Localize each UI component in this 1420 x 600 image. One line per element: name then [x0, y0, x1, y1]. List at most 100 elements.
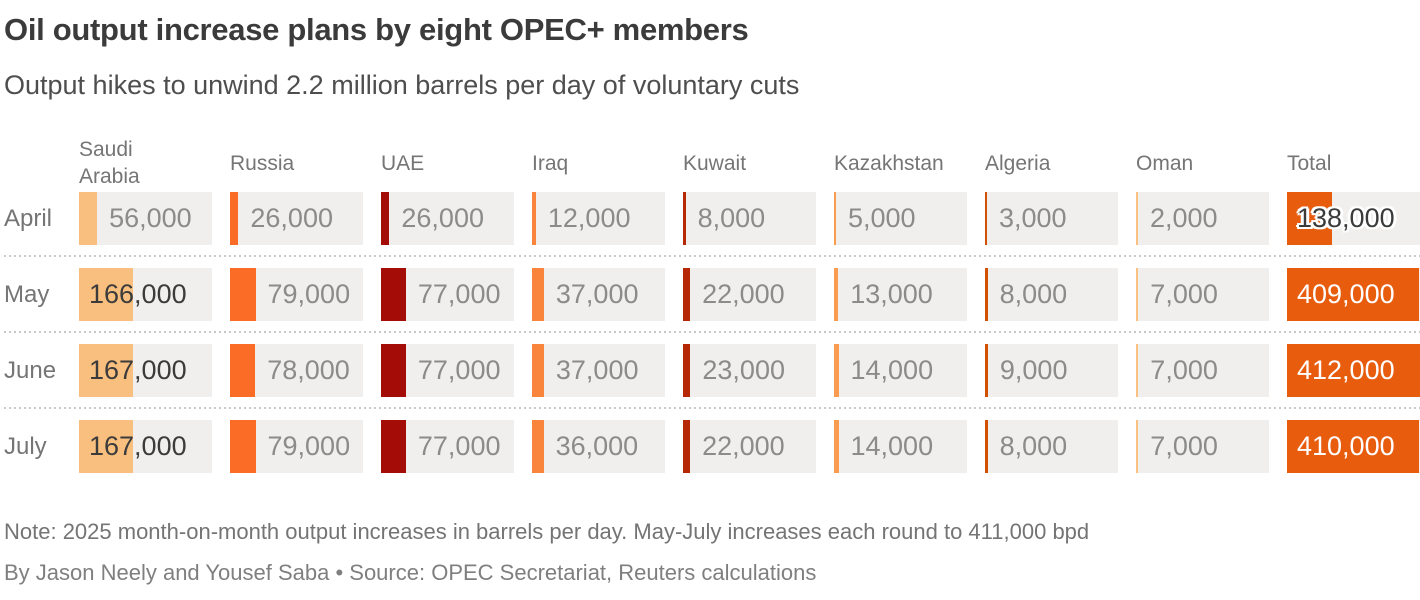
value-bar [532, 420, 544, 473]
value-bar [79, 344, 133, 397]
chart-subtitle: Output hikes to unwind 2.2 million barre… [4, 70, 800, 100]
cell-value: 13,000 [850, 279, 933, 309]
column-header: Oman [1136, 151, 1194, 175]
chart-title: Oil output increase plans by eight OPEC+… [4, 12, 749, 47]
cell-value: 26,000 [250, 203, 333, 233]
column-header: UAE [381, 151, 425, 175]
table-cell: 410,000 [1287, 420, 1420, 473]
value-bar [683, 192, 686, 245]
cell-value: 77,000 [417, 431, 501, 461]
value-bar [985, 268, 988, 321]
table-cell: 77,000 [381, 268, 514, 321]
table-cell: 22,000 [683, 420, 816, 473]
cell-value: 14,000 [850, 431, 934, 461]
table-cell: 2,000 [1136, 192, 1269, 245]
cell-value: 78,000 [267, 355, 350, 385]
value-bar [1136, 192, 1138, 245]
cell-value: 8,000 [999, 431, 1068, 461]
table-cell: 412,000 [1287, 344, 1420, 397]
table-cell: 9,000 [985, 344, 1118, 397]
cell-value: 79,000 [267, 279, 351, 309]
cell-value: 22,000 [702, 431, 785, 461]
table-cell: 7,000 [1136, 420, 1269, 473]
value-bar [230, 192, 239, 245]
value-bar [79, 268, 133, 321]
cell-value: 77,000 [417, 279, 501, 309]
table-cell: 7,000 [1136, 344, 1269, 397]
table-cell: 23,000 [683, 344, 816, 397]
table-cell: 26,000 [381, 192, 514, 245]
column-header: Total [1287, 151, 1332, 175]
cell-value: 36,000 [555, 431, 639, 461]
table-cell: 13,000 [834, 268, 967, 321]
value-bar [230, 344, 256, 397]
value-bar [1136, 420, 1139, 473]
cell-value: 56,000 [109, 203, 192, 233]
cell-value: 166,000 [89, 279, 187, 309]
column-header: Saudi Arabia [79, 138, 140, 188]
table-cell: 78,000 [230, 344, 363, 397]
value-bar [683, 268, 691, 321]
table-body: April 56,000 26,000 26,000 12,000 8,000 5,000 3… [4, 192, 1420, 473]
table-cell: 22,000 [683, 268, 816, 321]
value-bar [230, 420, 256, 473]
table-cell: 167,000 [79, 420, 212, 473]
row-label: June [4, 356, 57, 384]
column-header: Iraq [532, 151, 569, 175]
table-row: July 167,000 79,000 77,000 36,000 22,000 14,00… [4, 420, 1420, 473]
column-header: Kuwait [683, 151, 747, 175]
table-cell: 26,000 [230, 192, 363, 245]
table-cell: 77,000 [381, 344, 514, 397]
value-bar [1287, 268, 1419, 321]
table-cell: 77,000 [381, 420, 514, 473]
table-cell: 8,000 [683, 192, 816, 245]
cell-value: 5,000 [848, 203, 916, 233]
table-cell: 166,000 [79, 268, 212, 321]
cell-value: 167,000 [89, 431, 187, 461]
column-header: Algeria [985, 151, 1051, 175]
cell-value: 412,000 [1297, 355, 1395, 385]
value-bar [1287, 344, 1420, 397]
value-bar [381, 268, 406, 321]
table-cell: 79,000 [230, 268, 363, 321]
table-cell: 7,000 [1136, 268, 1269, 321]
table-cell: 138,000 [1287, 192, 1420, 245]
cell-value: 23,000 [702, 355, 785, 385]
value-bar [532, 268, 544, 321]
value-bar [683, 344, 691, 397]
table-cell: 37,000 [532, 344, 665, 397]
row-divider [4, 331, 1420, 333]
row-label: July [4, 432, 47, 460]
cell-value: 7,000 [1150, 431, 1218, 461]
cell-value: 3,000 [999, 203, 1067, 233]
table-cell: 79,000 [230, 420, 363, 473]
table-cell: 14,000 [834, 344, 967, 397]
cell-value: 8,000 [697, 203, 766, 233]
cell-value: 37,000 [555, 355, 639, 385]
table-cell: 5,000 [834, 192, 967, 245]
table-cell: 8,000 [985, 420, 1118, 473]
value-bar [985, 192, 987, 245]
cell-value: 26,000 [401, 203, 484, 233]
cell-value: 12,000 [547, 203, 631, 233]
cell-value: 8,000 [999, 279, 1068, 309]
value-bar [1287, 192, 1332, 245]
value-bar [381, 420, 406, 473]
value-bar [381, 344, 406, 397]
cell-value: 410,000 [1297, 431, 1395, 461]
value-bar [79, 192, 98, 245]
table-row: April 56,000 26,000 26,000 12,000 8,000 5,000 3… [4, 192, 1420, 245]
cell-value: 14,000 [850, 355, 934, 385]
value-bar [683, 420, 691, 473]
cell-value: 37,000 [555, 279, 639, 309]
table-cell: 36,000 [532, 420, 665, 473]
table-cell: 167,000 [79, 344, 212, 397]
cell-value: 7,000 [1150, 279, 1218, 309]
table-row: May 166,000 79,000 77,000 37,000 22,000 13,000… [4, 268, 1420, 321]
value-bar [834, 344, 839, 397]
value-bar [1136, 268, 1139, 321]
table-cell: 3,000 [985, 192, 1118, 245]
column-header: Kazakhstan [834, 151, 944, 175]
table-cell: 8,000 [985, 268, 1118, 321]
